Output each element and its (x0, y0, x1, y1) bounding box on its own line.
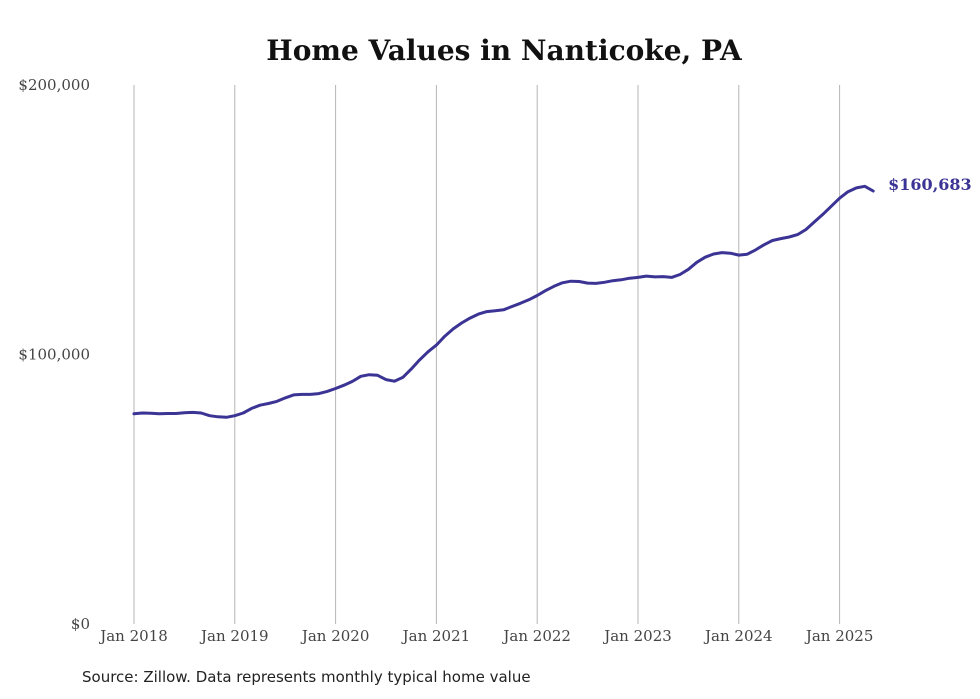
x-tick-label-7: Jan 2025 (804, 627, 874, 645)
x-tick-label-0: Jan 2018 (98, 627, 168, 645)
x-tick-label-1: Jan 2019 (199, 627, 269, 645)
x-tick-label-2: Jan 2020 (300, 627, 370, 645)
x-tick-label-3: Jan 2021 (401, 627, 471, 645)
y-tick-label-0: $0 (71, 615, 90, 633)
chart-title: Home Values in Nanticoke, PA (266, 34, 743, 67)
x-tick-label-6: Jan 2024 (703, 627, 773, 645)
source-note: Source: Zillow. Data represents monthly … (82, 668, 531, 686)
y-tick-label-1: $100,000 (18, 346, 90, 364)
series-line-home-value (132, 184, 875, 419)
x-tick-label-4: Jan 2022 (501, 627, 571, 645)
y-axis: $0 $100,000 $200,000 (18, 76, 90, 633)
end-value-label: $160,683 (888, 175, 972, 194)
y-tick-label-2: $200,000 (18, 76, 90, 94)
x-axis: Jan 2018 Jan 2019 Jan 2020 Jan 2021 Jan 2022… (98, 627, 873, 645)
x-tick-label-5: Jan 2023 (602, 627, 672, 645)
gridlines (133, 85, 841, 624)
